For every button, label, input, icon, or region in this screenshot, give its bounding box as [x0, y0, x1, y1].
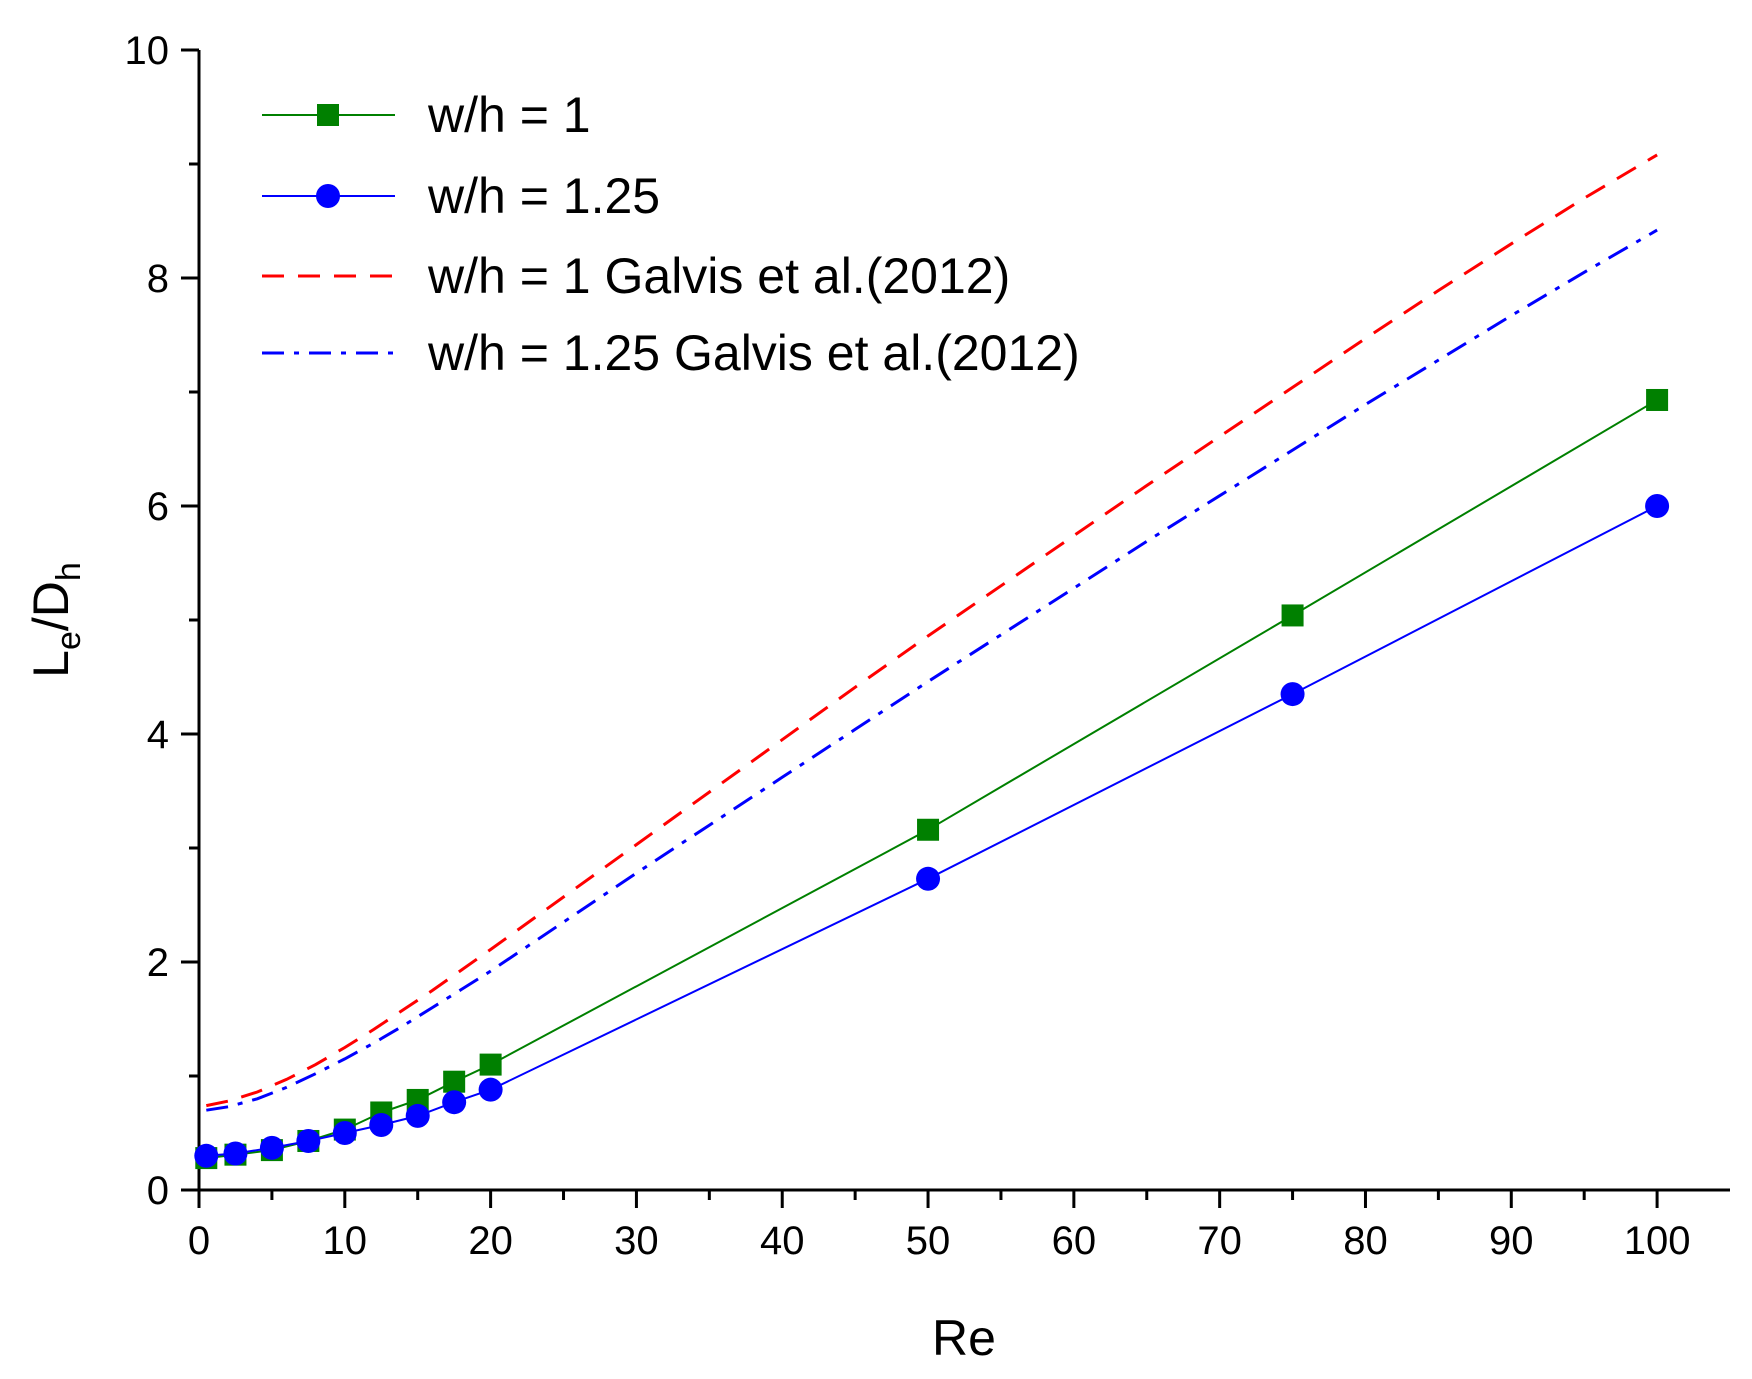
y-axis-title-main: L [23, 650, 79, 678]
y-axis-title-sub1: e [50, 631, 88, 650]
x-axis-title: Re [932, 1310, 996, 1366]
data-point-circle [369, 1113, 394, 1138]
data-point-circle [405, 1103, 430, 1128]
y-tick-label: 8 [147, 257, 169, 301]
series-2 [194, 494, 1670, 1168]
data-point-circle [259, 1135, 284, 1160]
y-tick-label: 10 [125, 29, 170, 73]
x-axis-ticks: 0 10 20 30 40 50 60 70 80 90 100 [188, 1190, 1691, 1263]
legend-entry-series-2: w/h = 1.25 [262, 168, 660, 224]
x-tick-label: 80 [1343, 1219, 1388, 1263]
series-4 [206, 228, 1658, 1112]
x-tick-label: 100 [1624, 1219, 1691, 1263]
data-point-square [917, 818, 940, 841]
legend-marker-circle [316, 184, 340, 208]
legend: w/h = 1 w/h = 1.25 w/h = 1 Galvis et al.… [262, 87, 1080, 381]
y-tick-label: 0 [147, 1169, 169, 1213]
data-point-circle [478, 1077, 503, 1102]
data-point-square [443, 1070, 466, 1093]
y-axis-ticks: 0 2 4 6 8 10 [125, 29, 199, 1213]
x-tick-label: 20 [468, 1219, 513, 1263]
legend-entry-series-4: w/h = 1.25 Galvis et al.(2012) [262, 325, 1080, 381]
x-tick-label: 0 [188, 1219, 210, 1263]
legend-entry-series-3: w/h = 1 Galvis et al.(2012) [262, 248, 1010, 304]
data-point-circle [296, 1128, 321, 1153]
x-tick-label: 90 [1489, 1219, 1534, 1263]
x-tick-label: 60 [1052, 1219, 1097, 1263]
x-tick-label: 40 [760, 1219, 805, 1263]
data-point-square [1281, 604, 1304, 627]
series-3 [205, 153, 1658, 1108]
x-tick-label: 50 [906, 1219, 951, 1263]
x-tick-label: 70 [1197, 1219, 1242, 1263]
legend-label-series-3: w/h = 1 Galvis et al.(2012) [427, 248, 1010, 304]
legend-entry-series-1: w/h = 1 [262, 87, 591, 143]
series-line-3 [205, 153, 1658, 1108]
x-tick-label: 10 [323, 1219, 368, 1263]
data-point-square [1646, 388, 1669, 411]
data-point-circle [1645, 494, 1670, 518]
data-point-circle [1280, 682, 1305, 707]
y-axis-title: Le/Dh [23, 562, 88, 678]
data-point-circle [223, 1141, 248, 1166]
legend-marker-square [317, 104, 339, 126]
y-axis-title-sub2: h [50, 562, 88, 581]
legend-label-series-2: w/h = 1.25 [427, 168, 660, 224]
data-point-circle [442, 1090, 467, 1115]
y-tick-label: 2 [147, 941, 169, 985]
legend-label-series-4: w/h = 1.25 Galvis et al.(2012) [427, 325, 1080, 381]
data-point-square [479, 1053, 502, 1076]
data-point-circle [194, 1143, 219, 1168]
series-layer [194, 153, 1670, 1170]
data-point-circle [916, 866, 941, 891]
y-tick-label: 6 [147, 485, 169, 529]
legend-label-series-1: w/h = 1 [427, 87, 591, 143]
series-line-4 [206, 228, 1658, 1112]
data-point-circle [332, 1121, 357, 1145]
y-axis-title-mid: /D [23, 581, 79, 631]
y-tick-label: 4 [147, 713, 169, 757]
x-tick-label: 30 [614, 1219, 659, 1263]
